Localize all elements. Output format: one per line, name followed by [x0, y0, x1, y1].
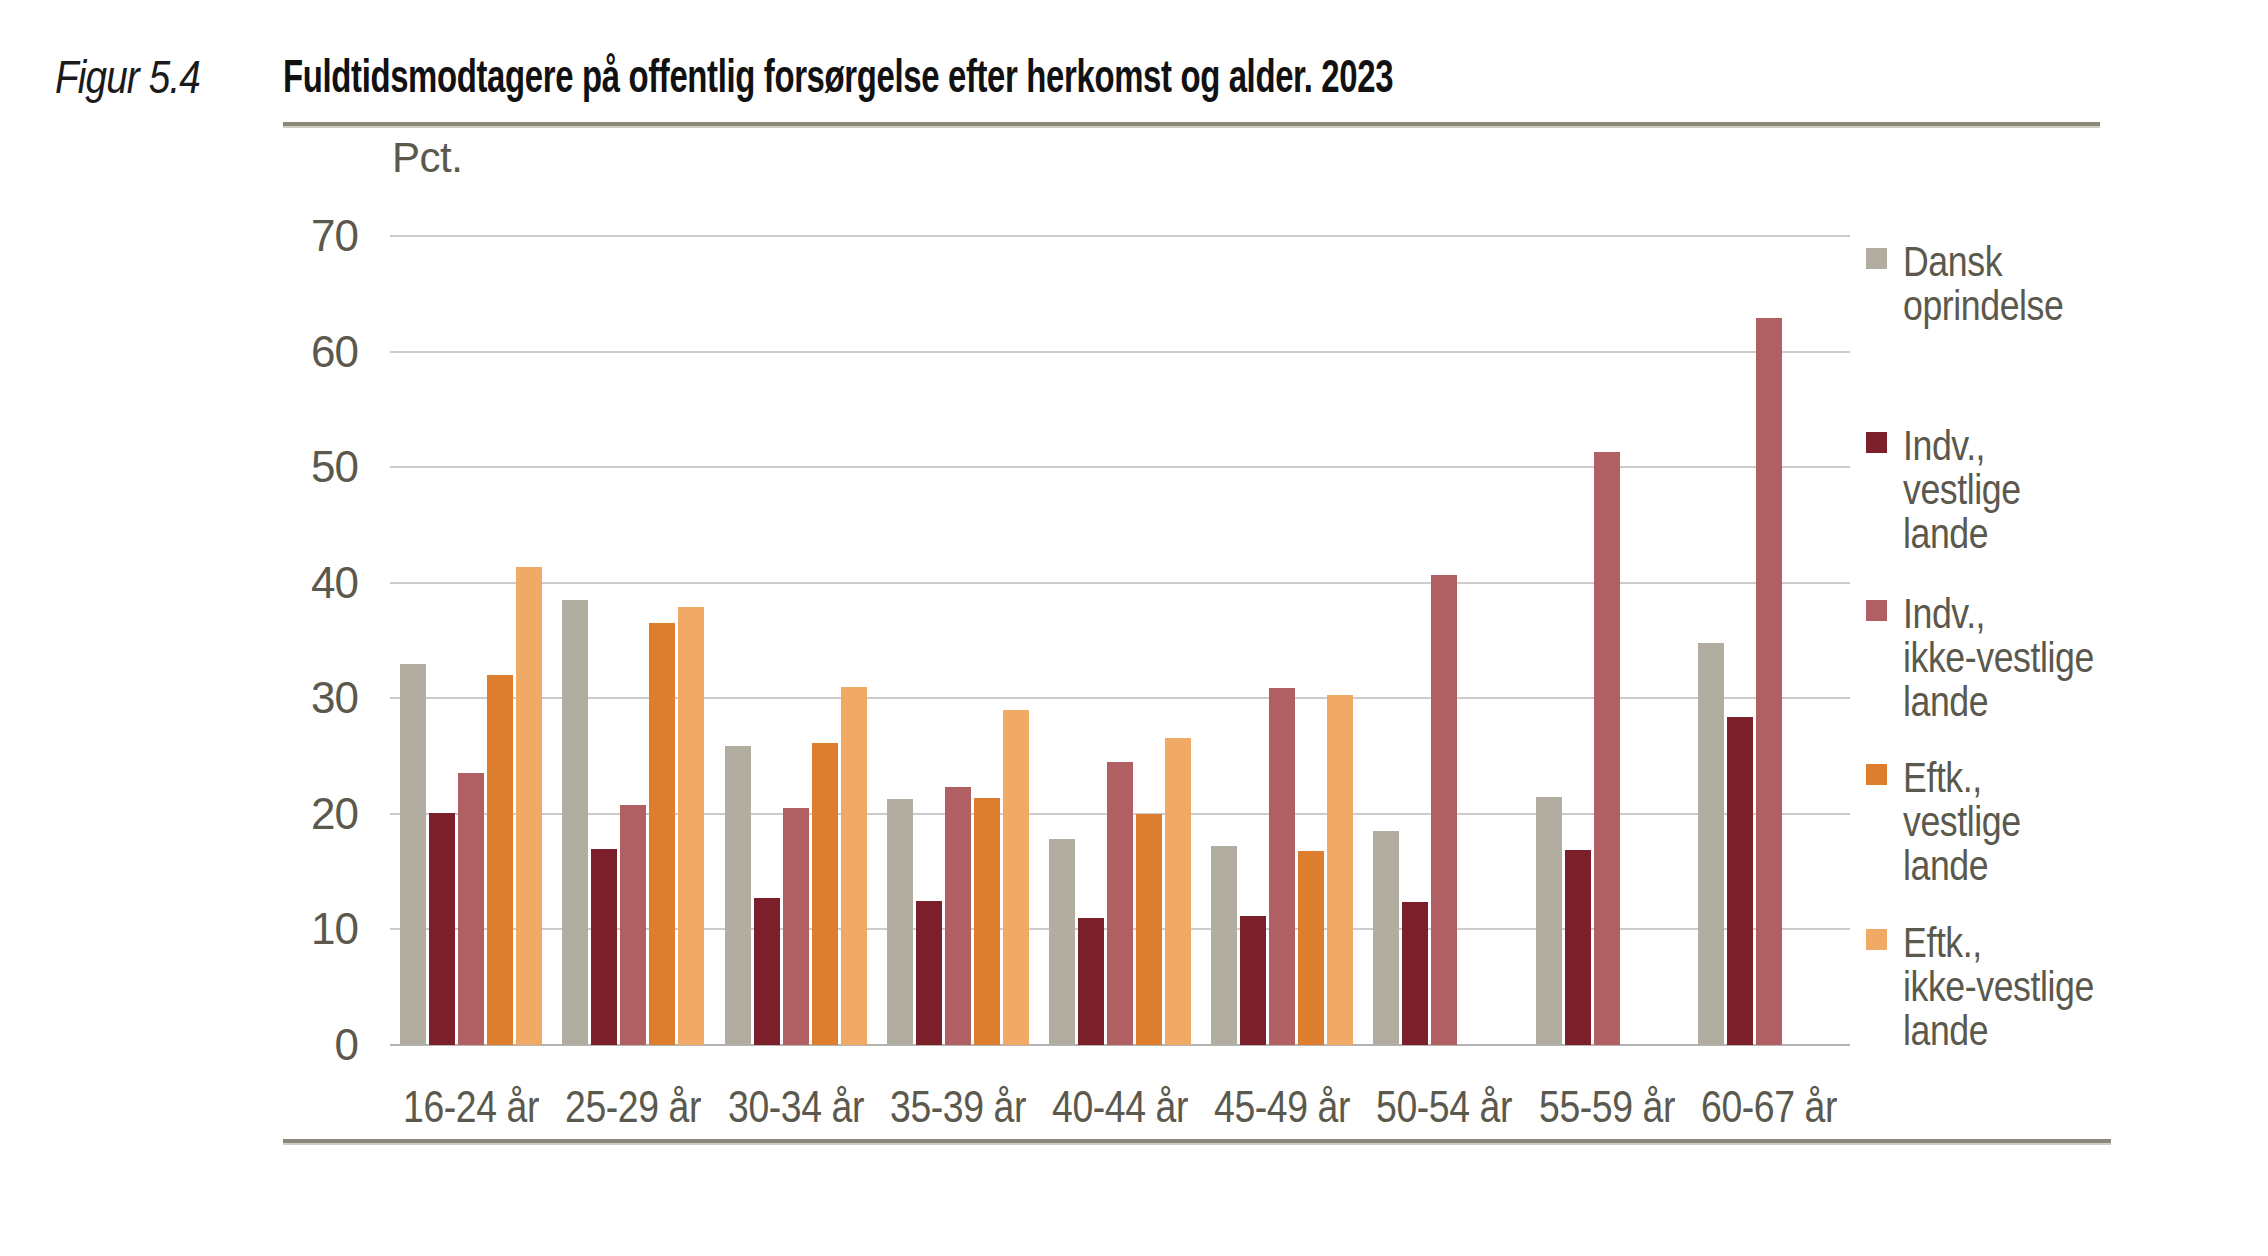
- legend-entry-1: Danskoprindelse: [1866, 240, 2092, 328]
- bar-indv--35-39år: [916, 901, 942, 1045]
- bar-indv--50-54år: [1431, 575, 1457, 1045]
- bar-dansk-oprindelse-60-67år: [1698, 643, 1724, 1045]
- bar-dansk-oprindelse-55-59år: [1536, 797, 1562, 1045]
- bar-eftk--30-34år: [812, 743, 838, 1045]
- legend-swatch-icon: [1866, 764, 1887, 785]
- bar-group-60-67år: [1698, 236, 1840, 1045]
- y-tick-label-70: 70: [228, 210, 358, 262]
- legend-label: Indv.,ikke-vestligelande: [1903, 592, 2094, 724]
- bar-chart: Pct. 0 10 20 30 40 50 60 70 16-24 år 25-29 år 30-…: [0, 0, 2268, 1256]
- legend-entry-2: Indv.,vestligelande: [1866, 424, 2041, 556]
- x-tick-label-40-44år: 40-44 år: [1052, 1082, 1188, 1132]
- bar-dansk-oprindelse-40-44år: [1049, 839, 1075, 1045]
- x-tick-label-16-24år: 16-24 år: [403, 1082, 539, 1132]
- chart-legend: Danskoprindelse Indv.,vestligelande Indv.,…: [1866, 0, 2266, 1256]
- y-tick-label-40: 40: [228, 557, 358, 609]
- bar-indv--55-59år: [1594, 452, 1620, 1045]
- bar-dansk-oprindelse-50-54år: [1373, 831, 1399, 1045]
- figure-page: Figur 5.4 Fuldtidsmodtagere på offentlig…: [0, 0, 2268, 1256]
- bar-indv--45-49år: [1240, 916, 1266, 1045]
- bar-eftk--16-24år: [516, 567, 542, 1045]
- bar-group-25-29år: [562, 236, 704, 1045]
- bar-eftk--25-29år: [649, 623, 675, 1045]
- bar-group-35-39år: [887, 236, 1029, 1045]
- legend-label: Indv.,vestligelande: [1903, 424, 2021, 556]
- bar-indv--40-44år: [1107, 762, 1133, 1045]
- legend-swatch-icon: [1866, 929, 1887, 950]
- bar-indv--30-34år: [754, 898, 780, 1045]
- bar-dansk-oprindelse-35-39år: [887, 799, 913, 1045]
- bar-eftk--25-29år: [678, 607, 704, 1045]
- legend-swatch-icon: [1866, 432, 1887, 453]
- legend-label: Eftk.,vestligelande: [1903, 756, 2021, 888]
- legend-label: Danskoprindelse: [1903, 240, 2063, 328]
- x-tick-label-45-49år: 45-49 år: [1214, 1082, 1350, 1132]
- bar-indv--60-67år: [1756, 318, 1782, 1045]
- legend-entry-3: Indv.,ikke-vestligelande: [1866, 592, 2128, 724]
- bar-dansk-oprindelse-16-24år: [400, 664, 426, 1045]
- legend-entry-5: Eftk.,ikke-vestligelande: [1866, 921, 2128, 1053]
- bar-indv--55-59år: [1565, 850, 1591, 1045]
- x-tick-label-55-59år: 55-59 år: [1539, 1082, 1675, 1132]
- bar-indv--50-54år: [1402, 902, 1428, 1045]
- bar-dansk-oprindelse-25-29år: [562, 600, 588, 1045]
- x-tick-label-35-39år: 35-39 år: [890, 1082, 1026, 1132]
- x-tick-label-25-29år: 25-29 år: [565, 1082, 701, 1132]
- bar-group-50-54år: [1373, 236, 1515, 1045]
- bar-indv--25-29år: [620, 805, 646, 1045]
- bar-indv--35-39år: [945, 787, 971, 1045]
- bar-group-30-34år: [725, 236, 867, 1045]
- bar-eftk--40-44år: [1136, 814, 1162, 1045]
- bar-eftk--45-49år: [1298, 851, 1324, 1045]
- bar-indv--16-24år: [458, 773, 484, 1045]
- x-tick-label-30-34år: 30-34 år: [728, 1082, 864, 1132]
- y-tick-label-20: 20: [228, 788, 358, 840]
- legend-swatch-icon: [1866, 600, 1887, 621]
- bar-group-55-59år: [1536, 236, 1678, 1045]
- bar-eftk--40-44år: [1165, 738, 1191, 1045]
- y-tick-label-30: 30: [228, 672, 358, 724]
- bar-dansk-oprindelse-45-49år: [1211, 846, 1237, 1045]
- bar-group-45-49år: [1211, 236, 1353, 1045]
- bar-eftk--35-39år: [1003, 710, 1029, 1045]
- bar-group-40-44år: [1049, 236, 1191, 1045]
- y-tick-label-50: 50: [228, 441, 358, 493]
- x-tick-label-60-67år: 60-67 år: [1701, 1082, 1837, 1132]
- bar-indv--60-67år: [1727, 717, 1753, 1045]
- bar-indv--30-34år: [783, 808, 809, 1045]
- y-tick-label-10: 10: [228, 903, 358, 955]
- bar-group-16-24år: [400, 236, 542, 1045]
- y-axis-unit-label: Pct.: [392, 134, 462, 182]
- legend-label: Eftk.,ikke-vestligelande: [1903, 921, 2094, 1053]
- bar-indv--25-29år: [591, 849, 617, 1045]
- bar-eftk--30-34år: [841, 687, 867, 1045]
- bar-eftk--16-24år: [487, 675, 513, 1045]
- y-tick-label-60: 60: [228, 326, 358, 378]
- bar-eftk--45-49år: [1327, 695, 1353, 1045]
- plot-area: [390, 236, 1850, 1045]
- bar-indv--40-44år: [1078, 918, 1104, 1045]
- bar-dansk-oprindelse-30-34år: [725, 746, 751, 1045]
- y-tick-label-0: 0: [228, 1019, 358, 1071]
- bar-eftk--35-39år: [974, 798, 1000, 1045]
- figure-bottom-divider: [283, 1139, 2111, 1145]
- legend-swatch-icon: [1866, 248, 1887, 269]
- bar-indv--16-24år: [429, 813, 455, 1045]
- bar-indv--45-49år: [1269, 688, 1295, 1045]
- x-tick-label-50-54år: 50-54 år: [1376, 1082, 1512, 1132]
- legend-entry-4: Eftk.,vestligelande: [1866, 756, 2041, 888]
